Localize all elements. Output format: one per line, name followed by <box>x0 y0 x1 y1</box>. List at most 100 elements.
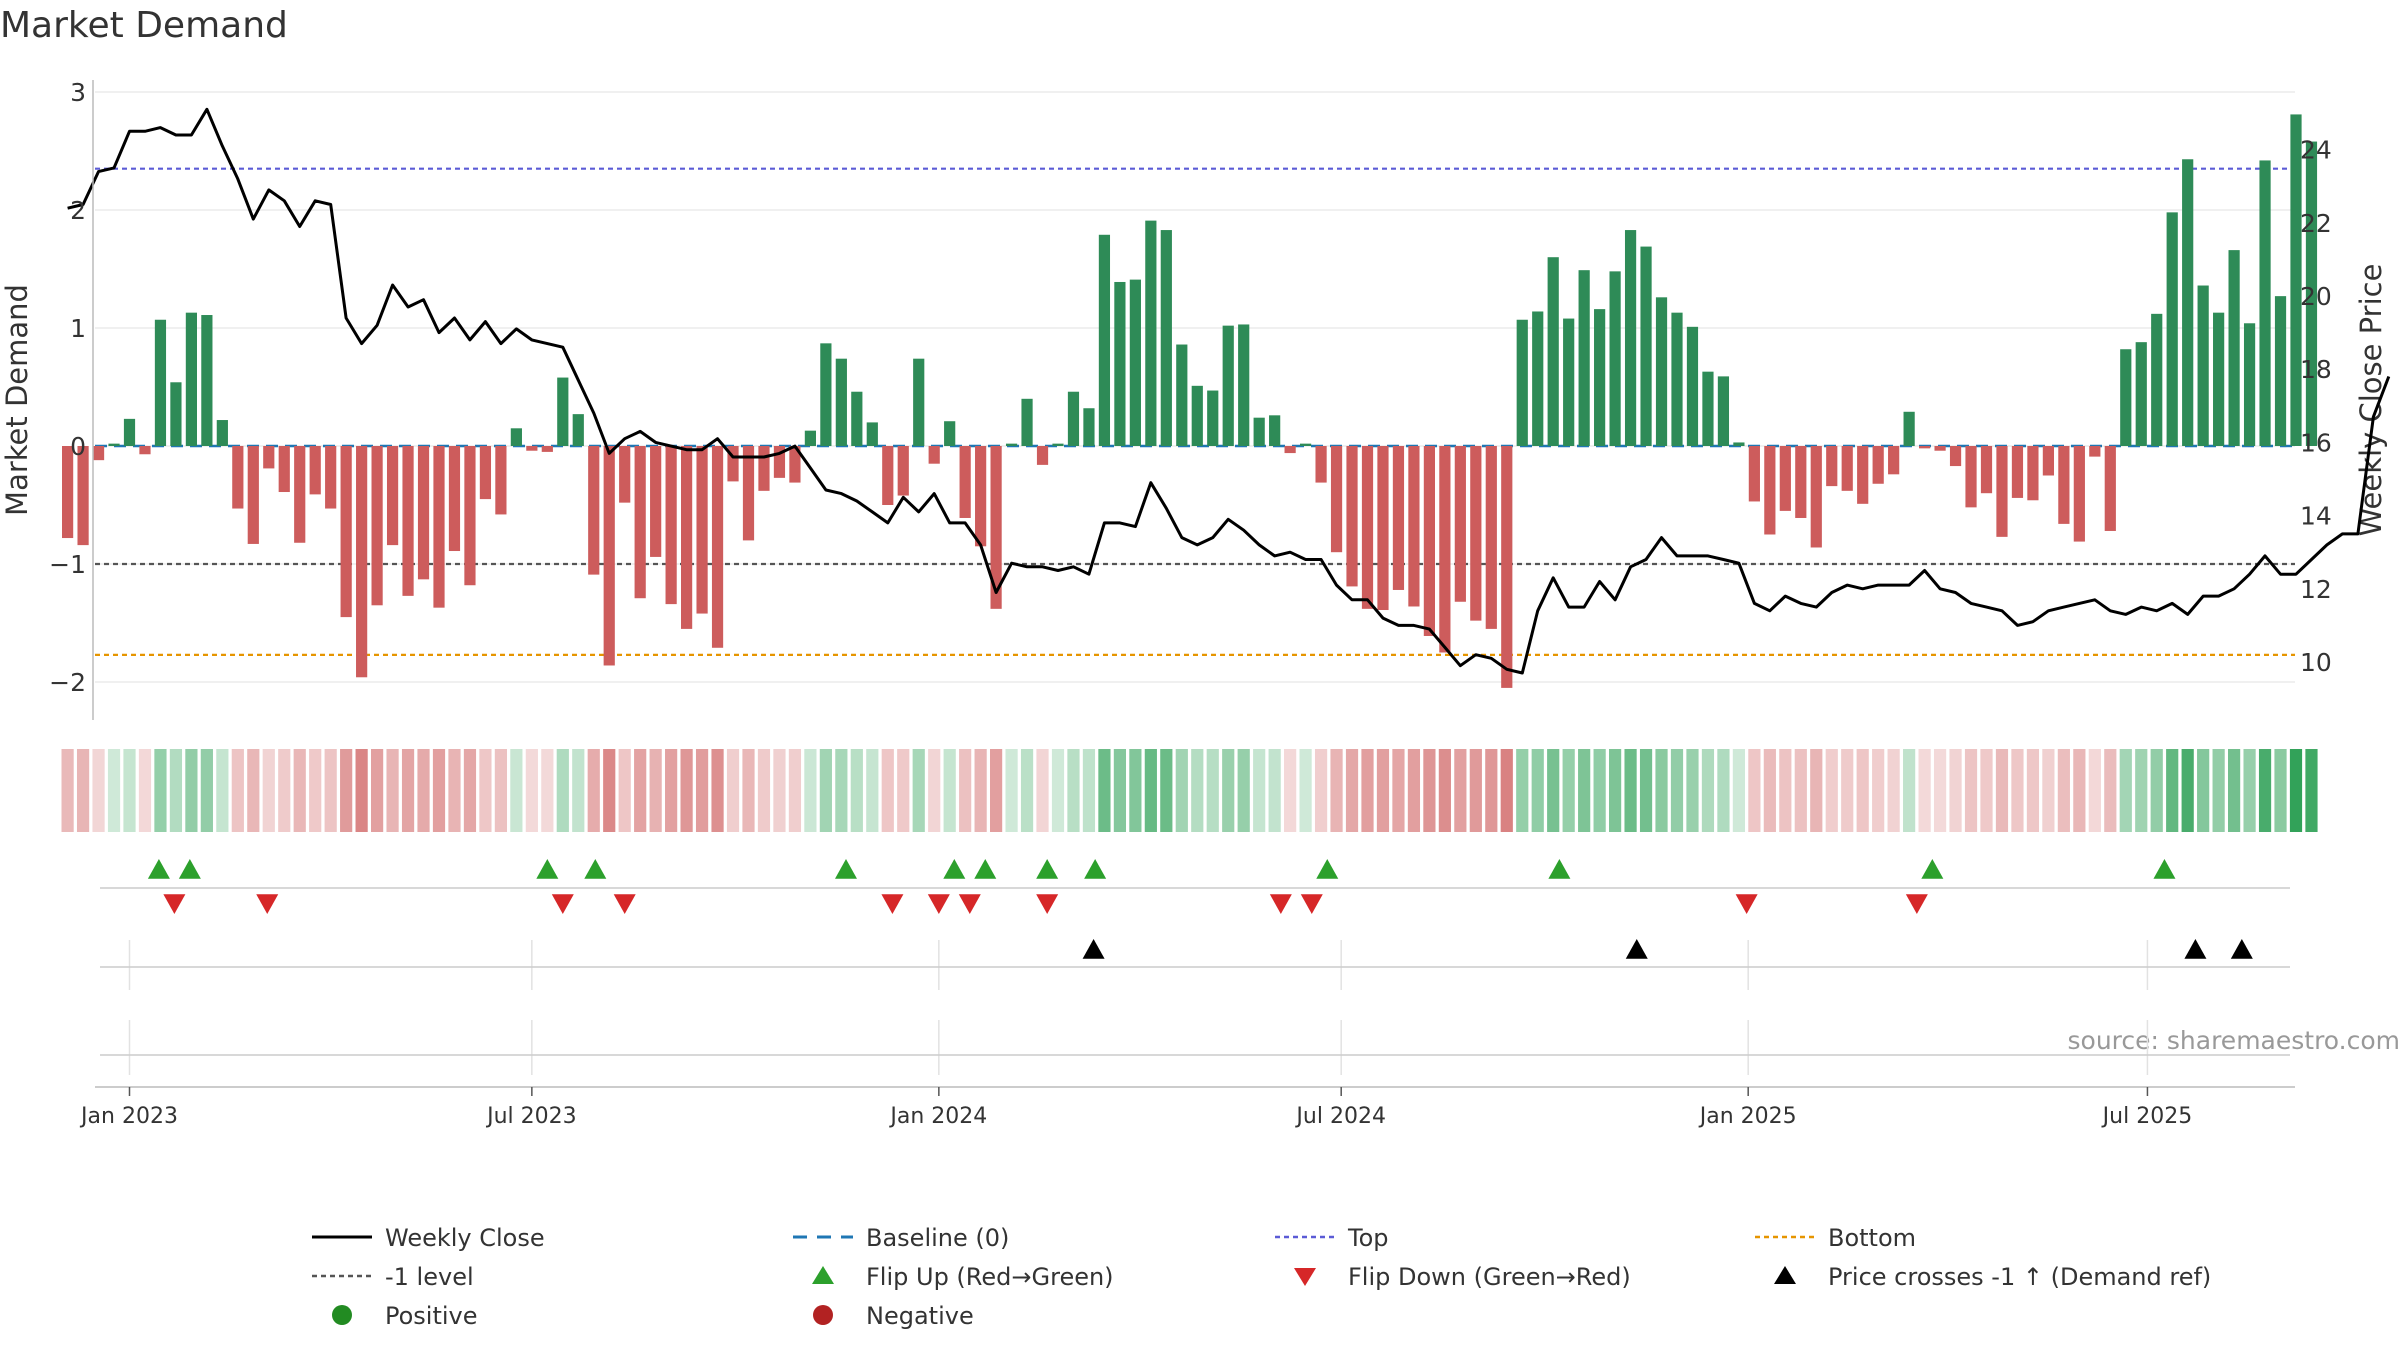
price-cross-marker <box>2231 939 2253 959</box>
flip-up-marker <box>1084 859 1106 879</box>
strip-cell <box>990 749 1002 832</box>
demand-bar <box>588 446 599 575</box>
demand-bar <box>170 382 181 446</box>
strip-cell <box>1934 749 1946 832</box>
strip-cell <box>1686 749 1698 832</box>
strip-cell <box>386 749 398 832</box>
strip-cell <box>479 749 491 832</box>
strip-cell <box>123 749 135 832</box>
demand-bar <box>2043 446 2054 476</box>
strip-cell <box>2089 749 2101 832</box>
flip-down-marker <box>614 894 636 914</box>
demand-bar <box>557 378 568 446</box>
demand-bar <box>1207 391 1218 446</box>
x-tick-label: Jul 2024 <box>1294 1104 1386 1129</box>
strip-cell <box>619 749 631 832</box>
demand-bar <box>1904 412 1915 446</box>
strip-cell <box>1485 749 1497 832</box>
demand-bar <box>1702 372 1713 446</box>
demand-bar <box>2182 159 2193 446</box>
demand-bar <box>1764 446 1775 535</box>
demand-bar <box>294 446 305 543</box>
strip-cell <box>1300 749 1312 832</box>
strip-cell <box>1655 749 1667 832</box>
strip-cell <box>1640 749 1652 832</box>
demand-bar <box>433 446 444 608</box>
demand-bar <box>1346 446 1357 586</box>
strip-cell <box>1594 749 1606 832</box>
y2-tick-label: 24 <box>2300 136 2332 165</box>
y2-tick-label: 12 <box>2300 575 2332 604</box>
demand-bar <box>975 446 986 546</box>
strip-cell <box>758 749 770 832</box>
strip-cell <box>1764 749 1776 832</box>
demand-bar <box>898 446 909 496</box>
strip-cell <box>789 749 801 832</box>
demand-heat-strip <box>62 749 2318 832</box>
strip-cell <box>1330 749 1342 832</box>
demand-bar <box>1718 376 1729 446</box>
flip-up-marker <box>536 859 558 879</box>
demand-bar <box>805 431 816 446</box>
demand-bar <box>139 446 150 454</box>
legend-label: Negative <box>866 1302 974 1330</box>
strip-cell <box>1547 749 1559 832</box>
legend-item: Positive <box>332 1302 478 1330</box>
demand-bar <box>387 446 398 545</box>
demand-bar <box>2105 446 2116 531</box>
strip-cell <box>2073 749 2085 832</box>
demand-bar <box>712 446 723 648</box>
demand-bar <box>820 343 831 446</box>
strip-cell <box>448 749 460 832</box>
flip-up-marker <box>148 859 170 879</box>
strip-cell <box>1423 749 1435 832</box>
demand-bar <box>1532 311 1543 446</box>
strip-cell <box>1021 749 1033 832</box>
y2-tick-label: 14 <box>2300 502 2332 531</box>
strip-cell <box>309 749 321 832</box>
demand-bar <box>1981 446 1992 493</box>
demand-bar <box>1254 418 1265 446</box>
demand-bar <box>1594 309 1605 446</box>
strip-cell <box>665 749 677 832</box>
demand-bar <box>495 446 506 514</box>
demand-bar <box>201 315 212 446</box>
strip-cell <box>139 749 151 832</box>
strip-cell <box>1315 749 1327 832</box>
flip-up-marker <box>1921 859 1943 879</box>
demand-bar <box>1671 313 1682 446</box>
legend-swatch-dot <box>813 1305 833 1325</box>
strip-cell <box>1826 749 1838 832</box>
x-tick-label: Jan 2025 <box>1698 1104 1797 1129</box>
demand-bar <box>1006 444 1017 446</box>
demand-bar <box>1052 444 1063 446</box>
strip-cell <box>681 749 693 832</box>
demand-bar <box>1579 270 1590 446</box>
demand-bar <box>1501 446 1512 688</box>
demand-bar <box>2027 446 2038 500</box>
demand-bar <box>93 446 104 460</box>
demand-bar <box>511 428 522 446</box>
demand-bar <box>1888 446 1899 474</box>
x-tick-label: Jan 2024 <box>888 1104 987 1129</box>
flip-up-marker <box>584 859 606 879</box>
strip-cell <box>2182 749 2194 832</box>
strip-cell <box>1702 749 1714 832</box>
demand-bar <box>279 446 290 492</box>
y-tick-label: 3 <box>70 78 86 107</box>
strip-cell <box>371 749 383 832</box>
demand-bar <box>2089 446 2100 457</box>
demand-bar <box>1377 446 1388 610</box>
legend-item: Top <box>1275 1224 1389 1252</box>
strip-cell <box>1578 749 1590 832</box>
demand-bar <box>2151 314 2162 446</box>
strip-cell <box>1207 749 1219 832</box>
demand-bar <box>2012 446 2023 498</box>
strip-cell <box>2274 749 2286 832</box>
demand-bar <box>1269 415 1280 446</box>
demand-bar <box>1238 324 1249 446</box>
y-axis-label: Market Demand <box>0 284 34 516</box>
